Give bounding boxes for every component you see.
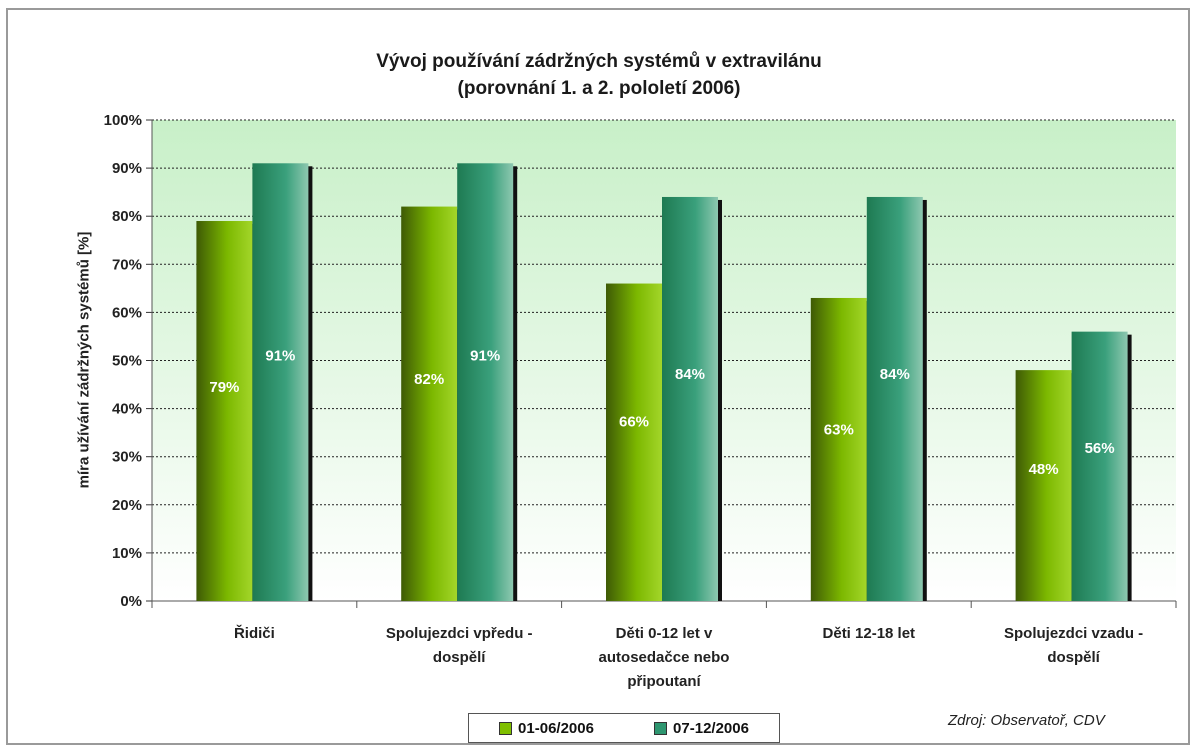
category-label: Spolujezdci vpředu - dospělí xyxy=(385,625,533,666)
category-label: Řidiči xyxy=(233,625,275,642)
y-tick-label: 70% xyxy=(112,256,142,273)
bar-series-2 xyxy=(252,163,309,602)
y-tick-label: 0% xyxy=(120,593,142,610)
chart-title: Vývoj používání zádržných systémů v extr… xyxy=(376,51,822,72)
chart-subtitle: (porovnání 1. a 2. pololetí 2006) xyxy=(457,78,741,99)
legend-label-series-2: 07-12/2006 xyxy=(673,719,749,737)
bar-series-1 xyxy=(810,297,867,601)
legend-label-series-1: 01-06/2006 xyxy=(518,719,594,737)
y-tick-label: 100% xyxy=(104,112,142,129)
data-label-series-1: 63% xyxy=(824,421,854,438)
y-tick-label: 10% xyxy=(112,545,142,562)
bar-series-1 xyxy=(1015,370,1072,601)
y-tick-label: 80% xyxy=(112,208,142,225)
y-tick-label: 50% xyxy=(112,353,142,370)
data-label-series-1: 66% xyxy=(619,413,649,430)
data-label-series-2: 84% xyxy=(675,366,705,383)
data-label-series-1: 82% xyxy=(414,371,444,388)
y-tick-label: 90% xyxy=(112,160,142,177)
legend-item-series-2: 07-12/2006 xyxy=(654,720,749,737)
bar-series-1 xyxy=(606,283,662,601)
legend-item-series-1: 01-06/2006 xyxy=(499,720,594,737)
legend: 01-06/2006 07-12/2006 xyxy=(468,713,780,743)
data-label-series-2: 91% xyxy=(470,347,500,364)
data-label-series-1: 48% xyxy=(1029,461,1059,478)
y-tick-label: 60% xyxy=(112,304,142,321)
bar-series-1 xyxy=(401,206,458,601)
data-label-series-2: 56% xyxy=(1085,440,1115,457)
legend-swatch-series-2 xyxy=(654,721,668,735)
data-label-series-2: 84% xyxy=(880,366,910,383)
bar-series-2 xyxy=(866,196,923,601)
bar-series-2 xyxy=(457,163,514,602)
data-label-series-2: 91% xyxy=(265,347,295,364)
chart-title-block: Vývoj používání zádržných systémů v extr… xyxy=(0,48,1198,102)
y-tick-label: 40% xyxy=(112,401,142,418)
category-label: Děti 0-12 let v autosedačce nebo připout… xyxy=(598,625,730,690)
legend-swatch-series-1 xyxy=(499,721,513,735)
bar-series-1 xyxy=(196,221,253,601)
data-label-series-1: 79% xyxy=(209,379,239,396)
category-label: Děti 12-18 let xyxy=(822,625,916,642)
y-tick-label: 20% xyxy=(112,497,142,514)
y-tick-label: 30% xyxy=(112,449,142,466)
bar-series-2 xyxy=(1071,331,1128,601)
source-note: Zdroj: Observatoř, CDV xyxy=(948,712,1105,729)
bar-series-2 xyxy=(662,196,718,601)
category-label: Spolujezdci vzadu - dospělí xyxy=(1004,625,1144,666)
